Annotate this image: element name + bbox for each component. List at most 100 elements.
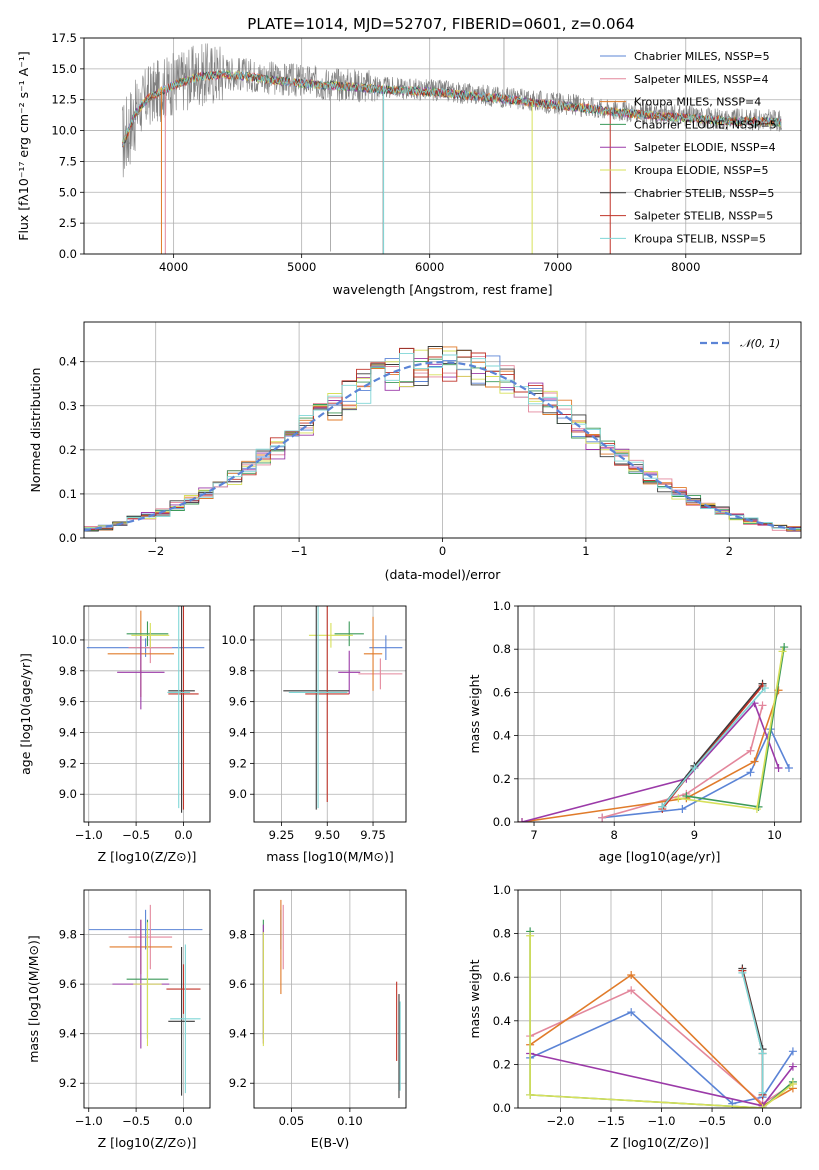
spectrum-legend-entry: Kroupa STELIB, NSSP=5: [634, 232, 766, 245]
weight-vs-Z-line-salpeter_miles: [529, 989, 794, 1105]
weight-vs-Z-point-kroupa_elodie: [526, 1090, 535, 1099]
weight-vs-Z-xtick-label: 0.0: [753, 1114, 771, 1128]
weight-vs-age-ytick-label: 0.0: [493, 815, 511, 829]
age-vs-mass-ytick-label: 9.6: [229, 695, 247, 709]
weight-vs-Z-line-kroupa_miles: [529, 973, 794, 1107]
age-vs-Z-ytick-label: 9.8: [59, 664, 77, 678]
age-vs-Z-ytick-label: 9.4: [59, 726, 77, 740]
spectrum-model-kroupa_elodie: [122, 70, 782, 143]
spectrum-xlabel: wavelength [Angstrom, rest frame]: [332, 282, 552, 297]
residuals-legend-entry: 𝒩(0, 1): [740, 337, 780, 350]
weight-vs-Z-point-chabrier_miles: [627, 1008, 636, 1017]
residuals-ytick-label: 0.1: [59, 487, 77, 501]
residuals-xtick-label: −1: [291, 544, 308, 558]
weight-vs-age-point-kroupa_miles: [750, 757, 759, 766]
residuals-ytick-label: 0.0: [59, 531, 77, 545]
weight-vs-age-xtick-label: 9: [691, 828, 698, 842]
mass-vs-ebv-ytick-label: 9.2: [229, 1076, 247, 1090]
age-vs-mass-ytick-label: 9.0: [229, 787, 247, 801]
spectrum-ytick-label: 10.0: [51, 124, 77, 138]
weight-vs-Z-line-salpeter_stelib: [741, 970, 764, 1095]
mass-vs-ebv-frame: [253, 889, 407, 1109]
spectrum-xtick-label: 5000: [287, 260, 316, 274]
weight-vs-Z-point-kroupa_miles: [627, 971, 636, 980]
weight-vs-Z-xtick-label: −1.0: [648, 1114, 676, 1128]
residuals-ytick-label: 0.3: [59, 399, 77, 413]
weight-vs-age-point-chabrier_miles: [784, 764, 793, 772]
weight-vs-age-line-salpeter_elodie: [521, 701, 780, 822]
weight-vs-Z-xtick-label: −1.5: [597, 1114, 625, 1128]
residuals-xtick-label: 2: [726, 544, 733, 558]
age-vs-Z-xtick-label: −1.0: [75, 828, 103, 842]
mass-vs-ebv-ytick-label: 9.8: [229, 928, 247, 942]
weight-vs-Z-xlabel: Z [log10(Z/Z⊙)]: [610, 1135, 709, 1150]
weight-vs-age-frame: [517, 605, 802, 823]
weight-vs-Z-ytick-label: 0.0: [493, 1101, 511, 1115]
age-vs-Z-xtick-label: −0.5: [122, 828, 150, 842]
spectrum-xtick-label: 8000: [671, 260, 700, 274]
residuals-ytick-label: 0.4: [59, 355, 77, 369]
spectrum-legend-entry: Salpeter ELODIE, NSSP=4: [634, 141, 776, 154]
spectrum-legend-entry: Salpeter STELIB, NSSP=5: [634, 210, 773, 223]
weight-vs-Z-ytick-label: 0.4: [493, 1014, 511, 1028]
spectrum-legend-entry: Kroupa MILES, NSSP=4: [634, 96, 761, 109]
weight-vs-Z-ytick-label: 0.6: [493, 970, 511, 984]
age-vs-mass-xtick-label: 9.50: [314, 828, 340, 842]
age-vs-Z-ylabel: age [log10(age/yr)]: [18, 653, 33, 775]
mass-vs-ebv-ytick-label: 9.4: [229, 1027, 247, 1041]
residuals-frame: [83, 321, 802, 539]
spectrum-title: PLATE=1014, MJD=52707, FIBERID=0601, z=0…: [247, 15, 634, 33]
age-vs-mass-ytick-label: 10.0: [221, 633, 247, 647]
spectrum-ytick-label: 5.0: [59, 185, 77, 199]
spectrum-ytick-label: 15.0: [51, 62, 77, 76]
spectrum-data-line: [122, 43, 782, 178]
weight-vs-age-point-salpeter_miles: [758, 701, 767, 710]
age-vs-Z-ytick-label: 9.0: [59, 787, 77, 801]
weight-vs-age-ytick-label: 0.8: [493, 642, 511, 656]
weight-vs-Z-ytick-label: 0.2: [493, 1057, 511, 1071]
weight-vs-age-point-kroupa_elodie: [674, 794, 683, 803]
weight-vs-age-point-kroupa_elodie: [778, 647, 787, 656]
spectrum-legend-entry: Chabrier ELODIE, NSSP=5: [634, 118, 777, 131]
weight-vs-age-ytick-label: 0.4: [493, 729, 511, 743]
residuals-ytick-label: 0.2: [59, 443, 77, 457]
weight-vs-age-xlabel: age [log10(age/yr)]: [599, 849, 721, 864]
weight-vs-age-point-kroupa_stelib: [658, 802, 667, 811]
residuals-xtick-label: 0: [439, 544, 446, 558]
spectrum-legend-entry: Chabrier MILES, NSSP=5: [634, 50, 770, 63]
weight-vs-age-ylabel: mass weight: [467, 674, 482, 753]
residuals-hist-salpeter_stelib: [84, 347, 801, 532]
weight-vs-Z-plot-area: [526, 927, 797, 1108]
weight-vs-Z-line-kroupa_elodie: [529, 935, 794, 1108]
weight-vs-Z-point-kroupa_stelib: [738, 968, 747, 977]
weight-vs-age-ytick-label: 0.6: [493, 685, 511, 699]
weight-vs-Z-xtick-label: −0.5: [698, 1114, 726, 1128]
spectrum-legend-entry: Chabrier STELIB, NSSP=5: [634, 187, 774, 200]
residuals-ylabel: Normed distribution: [28, 368, 43, 493]
weight-vs-Z-point-chabrier_miles: [788, 1047, 797, 1056]
spectrum-ytick-label: 2.5: [59, 216, 77, 230]
residuals-plot-area: [84, 346, 801, 532]
weight-vs-age-point-chabrier_miles: [678, 805, 687, 814]
spectrum-ytick-label: 0.0: [59, 247, 77, 261]
mass-vs-Z-ytick-label: 9.8: [59, 928, 77, 942]
age-vs-Z-xtick-label: 0.0: [174, 828, 192, 842]
mass-vs-Z-xtick-label: 0.0: [174, 1114, 192, 1128]
age-vs-Z-plot-area: [86, 606, 205, 813]
weight-vs-age-point-kroupa_stelib: [690, 764, 699, 772]
age-vs-Z-frame: [83, 605, 211, 823]
mass-vs-Z-ytick-label: 9.4: [59, 1027, 77, 1041]
weight-vs-Z-point-kroupa_elodie: [758, 1104, 767, 1108]
mass-vs-ebv-xtick-label: 0.05: [279, 1114, 305, 1128]
residuals-xtick-label: 1: [582, 544, 589, 558]
age-vs-mass-frame: [253, 605, 407, 823]
weight-vs-Z-point-salpeter_elodie: [788, 1062, 797, 1071]
spectrum-xtick-label: 7000: [543, 260, 572, 274]
weight-vs-age-point-salpeter_elodie: [518, 818, 527, 822]
mass-vs-ebv-xtick-label: 0.10: [337, 1114, 363, 1128]
spectrum-xtick-label: 6000: [415, 260, 444, 274]
weight-vs-age-point-salpeter_miles: [746, 746, 755, 755]
age-vs-Z-ytick-label: 9.6: [59, 695, 77, 709]
age-vs-mass-xtick-label: 9.25: [269, 828, 295, 842]
